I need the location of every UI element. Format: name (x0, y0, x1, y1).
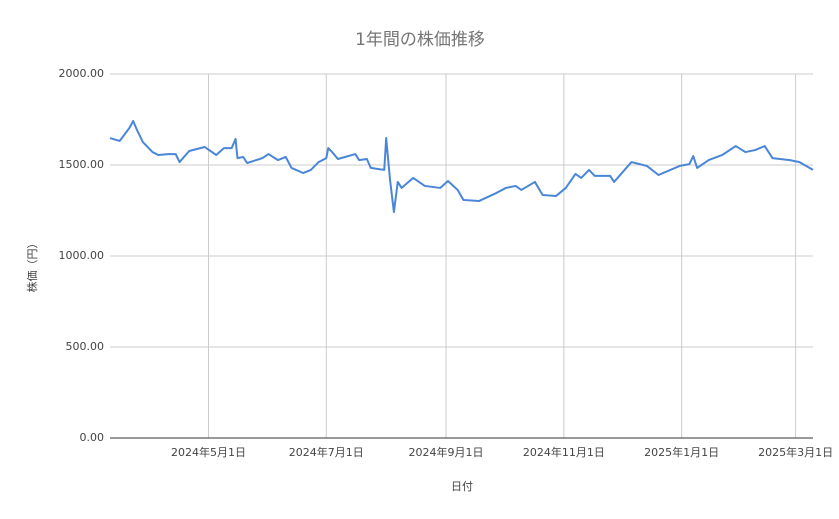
y-axis-label: 株価（円） (25, 238, 39, 293)
x-tick-label: 2024年11月1日 (523, 445, 605, 459)
y-tick-label: 1000.00 (59, 249, 105, 262)
x-tick-label: 2024年9月1日 (409, 445, 484, 459)
y-tick-label: 500.00 (66, 340, 105, 353)
x-tick-label: 2025年3月1日 (758, 445, 833, 459)
y-tick-label: 0.00 (80, 431, 105, 444)
x-tick-label: 2025年1月1日 (644, 445, 719, 459)
chart-title: 1年間の株価推移 (355, 30, 485, 50)
line-series (109, 119, 814, 213)
x-tick-label: 2024年7月1日 (289, 445, 364, 459)
x-tick-label: 2024年5月1日 (171, 445, 246, 459)
y-tick-label: 2000.00 (59, 67, 105, 80)
x-axis-label: 日付 (451, 480, 473, 493)
y-tick-label: 1500.00 (59, 158, 105, 171)
